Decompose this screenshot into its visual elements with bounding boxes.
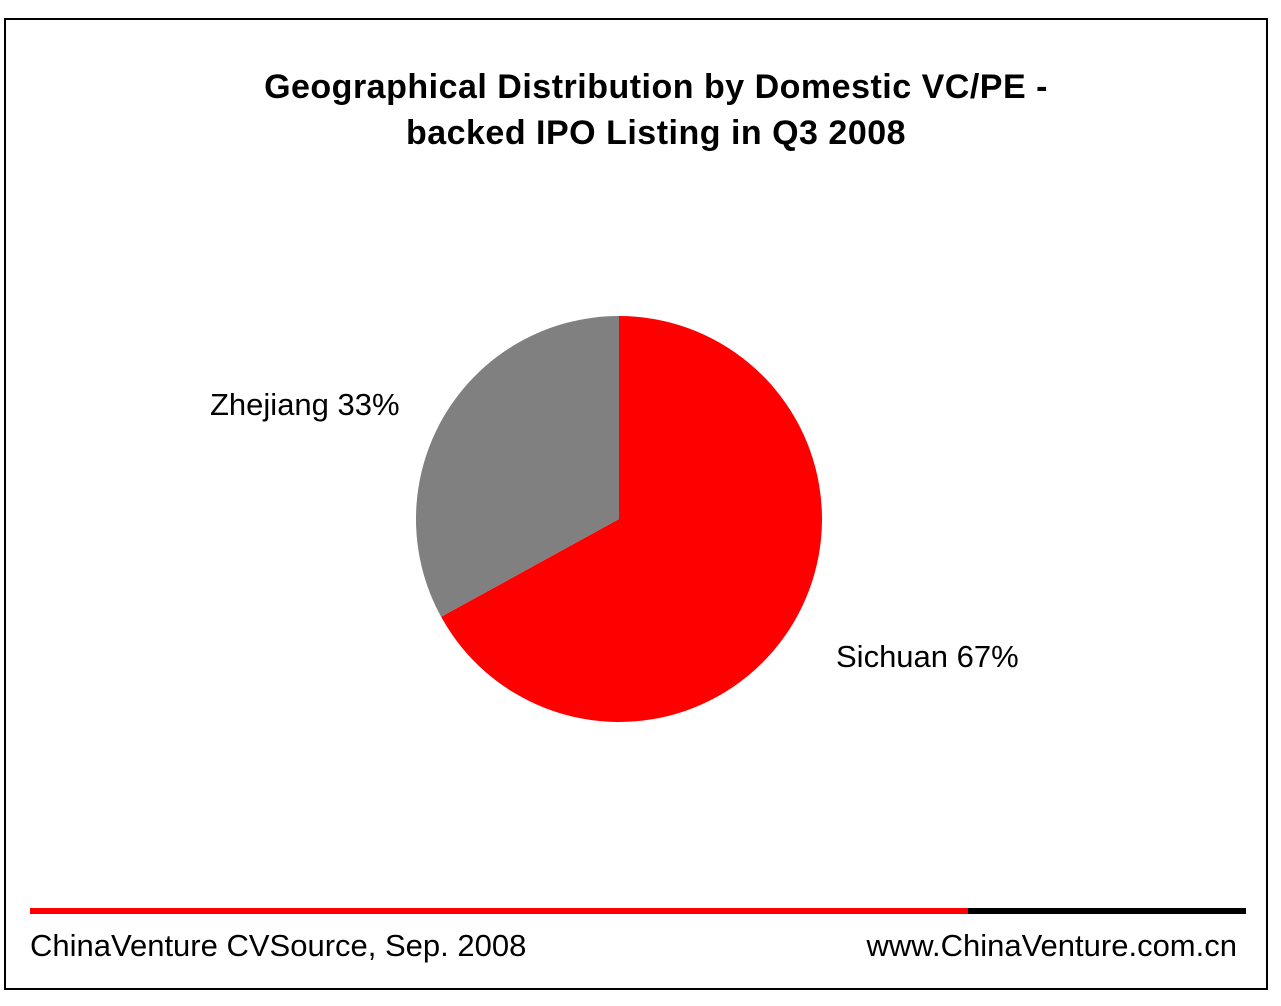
pie-slices: [416, 316, 822, 722]
footer-rule-red: [30, 908, 970, 914]
source-credit: ChinaVenture CVSource, Sep. 2008: [30, 928, 527, 963]
slice-label-zhejiang: Zhejiang 33%: [210, 387, 400, 422]
chart-title-line-2: backed IPO Listing in Q3 2008: [405, 114, 907, 152]
pie-slice-sichuan: [441, 316, 822, 722]
pie-slice-zhejiang: [416, 316, 619, 617]
slice-label-sichuan: Sichuan 67%: [836, 639, 1019, 674]
chart-title: Geographical Distribution by Domestic VC…: [40, 64, 1272, 156]
chart-title-line-1: Geographical Distribution by Domestic VC…: [264, 68, 1048, 106]
website-link[interactable]: www.ChinaVenture.com.cn: [866, 928, 1237, 963]
footer-rule-black: [968, 908, 1246, 914]
